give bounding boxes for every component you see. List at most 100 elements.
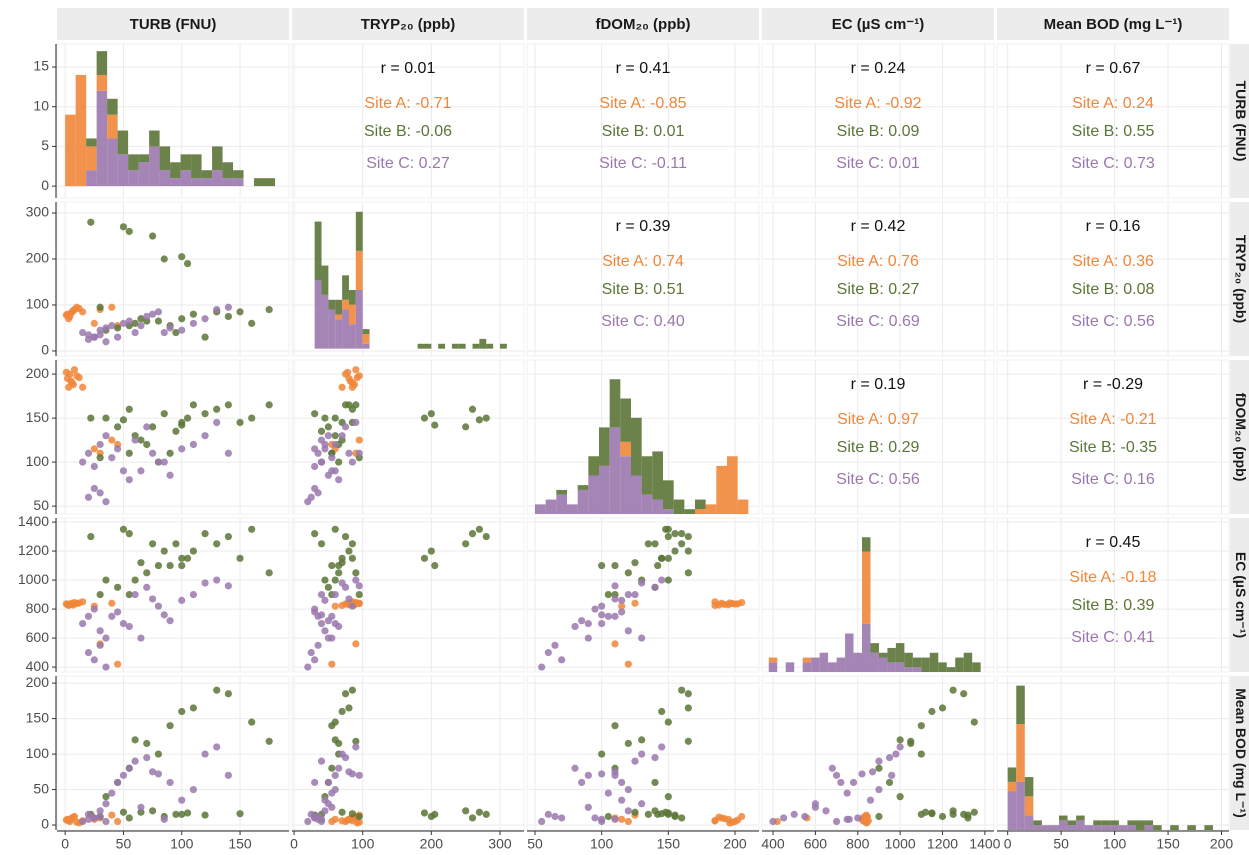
data-point xyxy=(321,414,329,422)
data-point xyxy=(624,660,632,668)
histogram-bar xyxy=(556,489,567,495)
data-point xyxy=(189,547,198,555)
data-point xyxy=(352,576,360,584)
correlation-site: Site C: 0.16 xyxy=(1071,471,1155,488)
data-point xyxy=(248,319,256,327)
histogram-bar xyxy=(545,499,557,514)
histogram-bar xyxy=(836,657,846,672)
data-point xyxy=(108,303,116,311)
y-tick-label: 400 xyxy=(26,658,50,674)
histogram-bar xyxy=(65,114,76,187)
data-point xyxy=(178,445,186,453)
data-point xyxy=(864,817,872,825)
data-point xyxy=(618,778,626,787)
data-point xyxy=(102,414,110,422)
data-point xyxy=(822,807,830,815)
data-point xyxy=(178,810,186,818)
data-point xyxy=(102,576,110,584)
data-point xyxy=(114,333,122,341)
correlation-site: Site A: -0.18 xyxy=(1069,569,1156,586)
correlation-site: Site A: -0.92 xyxy=(834,95,921,112)
data-point xyxy=(87,414,95,422)
data-point xyxy=(618,796,626,804)
correlation-site: Site C: 0.27 xyxy=(366,155,450,172)
data-point xyxy=(964,811,972,819)
data-point xyxy=(236,554,244,562)
histogram-bar xyxy=(652,451,663,500)
histogram-bar xyxy=(1007,767,1017,782)
histogram-bar xyxy=(1127,820,1136,826)
data-point xyxy=(69,813,77,821)
data-point xyxy=(125,317,133,325)
data-point xyxy=(845,815,853,823)
data-point xyxy=(183,809,192,817)
data-point xyxy=(849,778,858,787)
data-point xyxy=(172,810,180,818)
x-tick-label: 50 xyxy=(116,836,132,852)
histogram-bar xyxy=(695,499,706,510)
data-point xyxy=(885,778,894,787)
histogram-bar xyxy=(138,154,150,163)
data-point xyxy=(131,319,139,327)
data-point xyxy=(892,750,900,758)
data-point xyxy=(317,590,326,599)
correlation-site: Site B: 0.55 xyxy=(1072,123,1155,140)
histogram-bar xyxy=(862,623,871,672)
histogram-bar xyxy=(159,170,171,187)
data-point xyxy=(638,634,646,642)
data-point xyxy=(125,814,133,822)
x-tick-label: 300 xyxy=(488,836,512,852)
data-point xyxy=(335,764,343,772)
histogram-bar xyxy=(342,275,349,300)
data-point xyxy=(578,778,586,787)
data-point xyxy=(311,530,319,538)
data-point xyxy=(866,796,875,804)
histogram-bar xyxy=(802,662,812,672)
data-point xyxy=(734,600,742,608)
histogram-bar xyxy=(1076,815,1085,821)
data-point xyxy=(317,611,326,619)
data-point xyxy=(875,757,883,765)
data-point xyxy=(84,815,93,823)
data-point xyxy=(125,764,133,772)
data-point xyxy=(160,547,168,555)
data-point xyxy=(143,440,151,449)
data-point xyxy=(119,319,128,327)
data-point xyxy=(678,540,686,548)
histogram-bar xyxy=(1093,820,1102,826)
data-point xyxy=(624,785,632,794)
data-point xyxy=(348,554,357,562)
data-point xyxy=(726,819,734,827)
data-point xyxy=(154,770,163,778)
data-point xyxy=(143,754,151,762)
histogram-bar xyxy=(737,499,749,514)
data-point xyxy=(854,814,862,822)
data-point xyxy=(154,308,163,316)
data-point xyxy=(348,686,357,694)
correlation-site: Site B: 0.29 xyxy=(837,439,920,456)
x-tick-label: 1200 xyxy=(927,836,958,852)
data-point xyxy=(178,554,186,562)
histogram-bar xyxy=(1076,820,1085,830)
histogram-bar xyxy=(335,314,343,320)
data-point xyxy=(468,405,477,413)
data-point xyxy=(166,722,174,730)
data-point xyxy=(338,383,346,391)
histogram-bar xyxy=(895,662,905,672)
correlation-overall: r = 0.67 xyxy=(1086,60,1141,77)
data-point xyxy=(108,436,116,444)
data-point xyxy=(348,817,357,825)
y-tick-label: 200 xyxy=(26,674,50,690)
x-tick-label: 50 xyxy=(527,836,543,852)
data-point xyxy=(119,771,128,779)
data-point xyxy=(311,656,319,664)
data-point xyxy=(352,366,360,374)
data-point xyxy=(348,458,357,466)
data-point xyxy=(108,811,116,819)
data-point xyxy=(331,590,339,599)
histogram-bar xyxy=(107,138,118,187)
histogram-bar xyxy=(355,250,363,290)
data-point xyxy=(638,750,646,758)
data-point xyxy=(658,707,666,716)
histogram-bar xyxy=(705,504,717,514)
